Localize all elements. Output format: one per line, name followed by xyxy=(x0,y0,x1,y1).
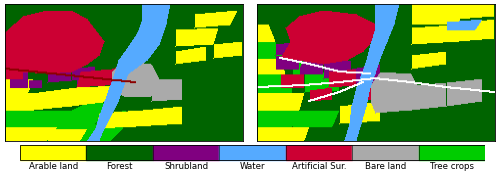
Bar xyxy=(20,145,485,160)
Bar xyxy=(286,145,352,160)
Text: Water: Water xyxy=(240,162,265,171)
Bar xyxy=(220,145,286,160)
Bar xyxy=(352,145,418,160)
Text: Artificial Sur.: Artificial Sur. xyxy=(292,162,346,171)
Text: Tree crops: Tree crops xyxy=(430,162,474,171)
Bar xyxy=(86,145,153,160)
Bar xyxy=(153,145,220,160)
Text: Arable land: Arable land xyxy=(28,162,78,171)
Text: Bare land: Bare land xyxy=(364,162,406,171)
Text: Forest: Forest xyxy=(106,162,133,171)
Bar xyxy=(20,145,86,160)
Bar xyxy=(418,145,485,160)
Text: Shrubland: Shrubland xyxy=(164,162,208,171)
